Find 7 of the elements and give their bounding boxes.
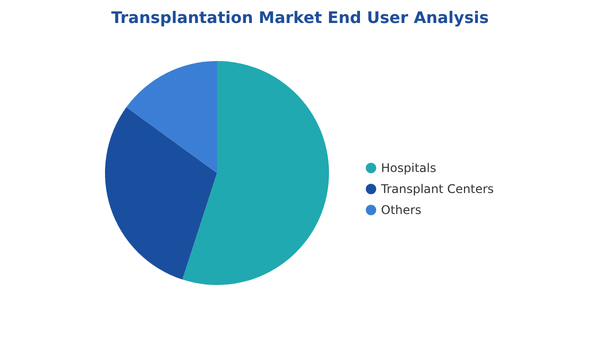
- pie-slice: [126, 61, 217, 173]
- legend-label: Hospitals: [381, 161, 436, 175]
- pie-slice: [182, 61, 329, 285]
- chart-title: Transplantation Market End User Analysis: [111, 8, 489, 27]
- legend-label: Transplant Centers: [380, 182, 494, 196]
- legend-label: Others: [381, 203, 422, 217]
- pie-slice: [105, 107, 217, 280]
